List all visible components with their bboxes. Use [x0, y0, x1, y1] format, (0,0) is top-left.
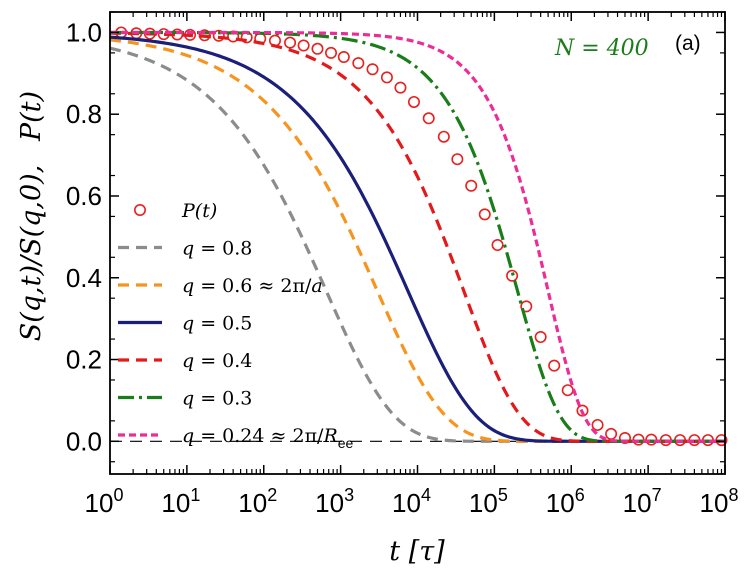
- p-of-t-point: [491, 239, 504, 252]
- p-of-t-point: [534, 331, 547, 344]
- p-of-t-point: [437, 130, 450, 143]
- p-of-t-point: [561, 384, 574, 397]
- legend-label-2: q = 0.6 ≈ 2π/a: [182, 275, 323, 297]
- p-of-t-point: [352, 57, 365, 70]
- series-line-4: [109, 31, 725, 443]
- p-of-t-point: [645, 433, 658, 446]
- y-tick-label: 0.0: [66, 426, 102, 456]
- p-of-t-point: [451, 153, 464, 166]
- p-of-t-point: [478, 208, 491, 221]
- y-tick-label: 0.6: [66, 181, 102, 211]
- x-tick-label: 108: [700, 485, 739, 518]
- x-tick-label: 107: [623, 485, 662, 518]
- y-tick-label: 0.2: [66, 345, 102, 375]
- p-of-t-point: [297, 39, 310, 52]
- x-tick-label: 106: [546, 485, 585, 518]
- series-line-1: [109, 46, 725, 443]
- ticks-layer: 100 101 102 103 104 105 106 107 108 0.0 0.2 0.4 0.6 0…: [66, 11, 739, 518]
- p-of-t-point: [520, 300, 533, 313]
- legend-label-1: q = 0.8: [182, 238, 252, 260]
- x-axis-label: t [τ]: [389, 536, 445, 567]
- x-tick-label: 102: [238, 485, 277, 518]
- p-of-t-point: [284, 36, 297, 49]
- x-tick-label: 103: [315, 485, 354, 518]
- p-of-t-point: [311, 42, 324, 55]
- series-layer: [109, 26, 728, 447]
- y-tick-label: 1.0: [66, 17, 102, 47]
- legend-label-6: q = 0.24 ≈ 2π/Ree: [182, 425, 354, 451]
- legend: P(t) q = 0.8 q = 0.6 ≈ 2π/a q = 0.5 q = 0.4 q…: [118, 200, 354, 451]
- p-of-t-point: [325, 46, 338, 59]
- panel-label: (a): [675, 32, 701, 55]
- p-of-t-point: [268, 34, 281, 47]
- p-of-t-point: [618, 432, 631, 445]
- legend-marker-p-of-t: [134, 204, 147, 217]
- p-of-t-point: [422, 112, 435, 125]
- x-tick-label: 105: [469, 485, 508, 518]
- p-of-t-point: [337, 50, 350, 63]
- y-tick-label: 0.4: [66, 263, 102, 293]
- p-of-t-point: [366, 63, 379, 76]
- x-tick-label: 101: [161, 485, 200, 518]
- p-of-t-point: [407, 95, 420, 108]
- n-annotation: N = 400: [554, 36, 649, 61]
- y-tick-label: 0.8: [66, 99, 102, 129]
- legend-label-5: q = 0.3: [182, 388, 252, 410]
- p-of-t-point: [591, 418, 604, 431]
- p-of-t-point: [212, 29, 225, 42]
- p-of-t-point: [465, 179, 478, 192]
- p-of-t-point: [632, 433, 645, 446]
- p-of-t-point: [605, 427, 618, 440]
- y-axis-label-p: P(t): [16, 91, 47, 142]
- p-of-t-point: [548, 359, 561, 372]
- legend-label-0: P(t): [181, 200, 217, 222]
- x-tick-label: 104: [392, 485, 431, 518]
- legend-label-3: q = 0.5: [182, 313, 252, 335]
- legend-label-4: q = 0.4: [182, 350, 252, 372]
- p-of-t-point: [394, 81, 407, 94]
- series-line-6: [110, 30, 725, 443]
- y-axis-label: S(q,t)/S(q,0),: [16, 165, 47, 342]
- p-of-t-point: [506, 269, 519, 282]
- x-tick-label: 100: [85, 485, 124, 518]
- p-of-t-point: [380, 71, 393, 84]
